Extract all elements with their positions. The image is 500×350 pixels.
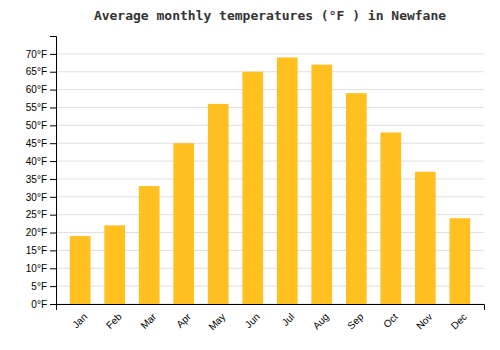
bar [139,186,160,304]
tick-mark [50,233,56,234]
tick-label: 45°F [26,138,47,149]
bar [449,218,470,304]
tick-mark [50,250,56,251]
axis-line [50,37,57,305]
tick-mark [50,197,56,198]
tick: 20°F [26,227,56,238]
tick-label: 20°F [26,227,47,238]
tick-label: Jul [280,311,297,328]
grid-line [56,53,484,54]
tick: 45°F [26,138,56,149]
tick-label: 10°F [26,263,47,274]
grid-line [56,89,484,90]
bar [104,225,125,304]
tick-label: Jun [243,311,262,330]
grid [56,54,484,304]
tick: Aug [311,311,331,331]
tick-label: 35°F [26,174,47,185]
tick: Apr [174,311,193,330]
tick: 50°F [26,120,56,131]
tick-label: 25°F [26,209,47,220]
tick-label: Nov [414,311,434,331]
tick: 35°F [26,174,56,185]
tick-label: 15°F [26,245,47,256]
bar [70,236,91,304]
tick-mark [50,161,56,162]
tick-mark [50,143,56,144]
tick-label: Dec [449,311,469,331]
tick-label: Aug [311,311,331,331]
tick-label: 70°F [26,49,47,60]
bar [380,132,401,304]
tick-mark [50,304,56,305]
tick: 10°F [26,263,56,274]
tick-label: Feb [104,311,124,331]
tick: Feb [104,311,124,331]
tick-label: Mar [138,311,158,331]
tick: Jul [280,311,297,328]
bar [277,57,298,304]
tick-label: Apr [174,311,193,330]
tick-mark [50,107,56,108]
tick-mark [50,179,56,180]
tick: Jun [243,311,262,330]
tick: 60°F [26,84,56,95]
tick-label: 30°F [26,192,47,203]
bar [346,93,367,304]
tick: 25°F [26,209,56,220]
y-axis: 0°F 5°F 10°F 15°F 20°F 25°F 30°F 35°F 40°F 45°F 50… [26,37,57,310]
tick-label: 55°F [26,102,47,113]
grid-line [56,107,484,108]
tick: 5°F [31,281,56,292]
tick-label: 40°F [26,156,47,167]
tick-label: Sep [345,311,366,332]
tick: Dec [449,311,469,331]
bar [242,72,263,304]
tick-mark [50,286,56,287]
tick: 65°F [26,66,56,77]
tick-label: Oct [381,311,400,330]
tick: 0°F [31,299,56,310]
tick-mark [50,268,56,269]
bars [70,57,470,304]
tick-label: 60°F [26,84,47,95]
tick-mark [50,90,56,91]
tick-mark [50,125,56,126]
tick: 30°F [26,192,56,203]
grid-line [56,161,484,162]
tick-label: 50°F [26,120,47,131]
tick: 15°F [26,245,56,256]
tick-label: Jan [70,311,89,330]
tick-label: 5°F [31,281,47,292]
tick-label: May [206,311,227,332]
chart: 0°F 5°F 10°F 15°F 20°F 25°F 30°F 35°F 40°F 45°F 50… [0,0,500,350]
tick-label: 0°F [31,299,47,310]
tick: Mar [138,311,158,331]
bar [208,104,229,304]
bar [311,65,332,304]
grid-line [56,71,484,72]
plot: 0°F 5°F 10°F 15°F 20°F 25°F 30°F 35°F 40°F 45°F 50… [26,37,485,333]
tick: Jan [70,311,89,330]
tick-mark [50,72,56,73]
grid-line [56,125,484,126]
tick: 40°F [26,156,56,167]
tick: 55°F [26,102,56,113]
bar [415,172,436,304]
grid-line [56,143,484,144]
tick-mark [50,54,56,55]
tick: Sep [345,311,366,332]
tick-mark [50,215,56,216]
tick-label: 65°F [26,66,47,77]
tick: 70°F [26,49,56,60]
tick: Oct [381,311,400,330]
title: Average monthly temperatures (°F ) in Ne… [94,8,446,23]
tick: Nov [414,311,434,331]
tick: May [206,311,227,332]
axis-line [57,305,485,311]
bar [173,143,194,304]
x-axis: Jan Feb Mar Apr May Jun Jul Aug Sep Oct Nov Dec [57,305,485,333]
